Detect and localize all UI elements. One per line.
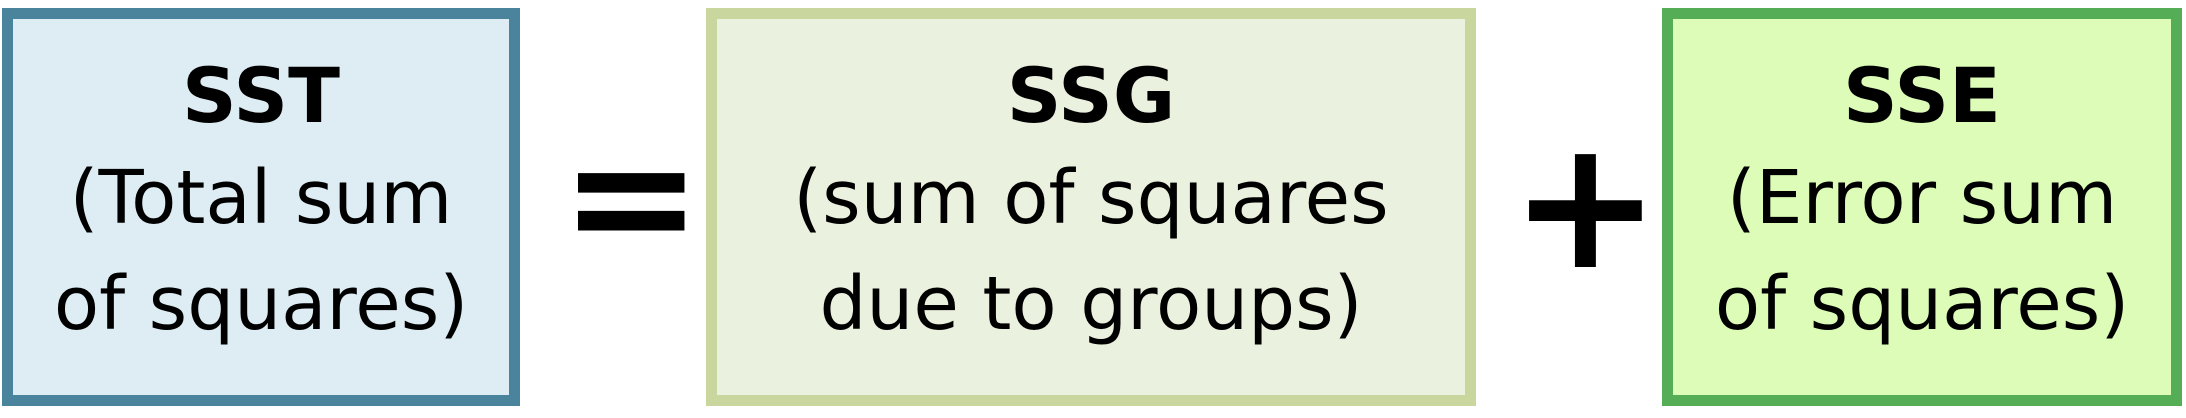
sse-box: SSE (Error sum of squares) [1662,8,2182,406]
ssg-term: SSG [1006,51,1176,140]
sse-term: SSE [1843,51,2001,140]
ssg-description: (sum of squares due to groups) [793,155,1389,347]
equals-operator: = [560,98,703,296]
sst-description: (Total sum of squares) [53,155,469,347]
sse-description: (Error sum of squares) [1714,155,2130,347]
sst-term: SST [182,51,340,140]
ssg-box: SSG (sum of squares due to groups) [706,8,1476,406]
sst-box: SST (Total sum of squares) [2,8,520,406]
plus-operator: + [1510,101,1661,310]
